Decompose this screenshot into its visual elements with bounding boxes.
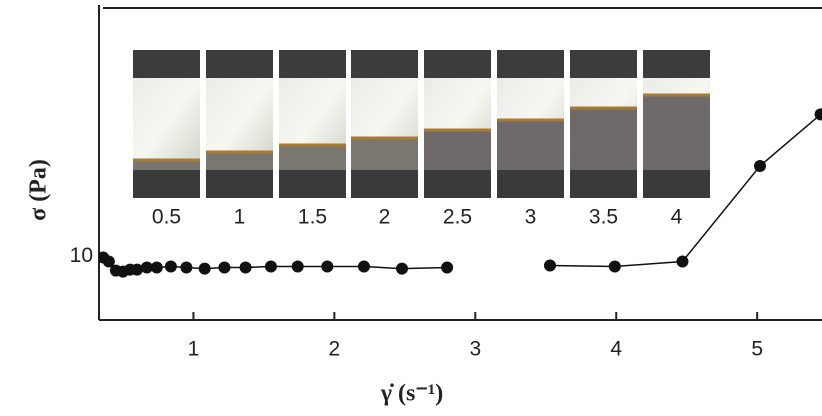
inset-top <box>424 50 491 78</box>
marker <box>676 255 689 268</box>
marker <box>131 263 144 276</box>
x-axis-label: γ̇ (s⁻¹) <box>380 381 443 407</box>
marker <box>396 262 409 275</box>
inset-label: 1.5 <box>298 206 327 229</box>
marker <box>291 260 304 273</box>
inset-bottom <box>133 170 200 198</box>
marker <box>164 260 177 273</box>
inset-layer <box>497 120 564 172</box>
inset-bottom <box>497 170 564 198</box>
marker <box>753 159 766 172</box>
marker <box>180 261 193 274</box>
inset-top <box>570 50 637 78</box>
inset-top <box>133 50 200 78</box>
inset-bottom <box>643 170 710 198</box>
inset-label: 0.5 <box>152 206 181 229</box>
inset-top <box>351 50 418 78</box>
inset-bottom <box>351 170 418 198</box>
inset-layer <box>206 152 273 172</box>
marker <box>321 260 334 273</box>
marker <box>543 259 556 272</box>
inset-layer <box>570 108 637 172</box>
marker <box>140 261 153 274</box>
marker <box>357 260 370 273</box>
inset-label: 2.5 <box>443 206 472 229</box>
x-tick-label: 3 <box>469 338 481 361</box>
x-tick-label: 4 <box>610 338 622 361</box>
inset-layer <box>133 160 200 172</box>
inset-bottom <box>206 170 273 198</box>
x-tick-label: 1 <box>188 338 200 361</box>
series <box>99 108 822 278</box>
y-axis-label: σ (Pa) <box>26 159 52 221</box>
inset-label: 3.5 <box>589 206 618 229</box>
marker <box>218 261 231 274</box>
x-tick-label: 5 <box>751 338 763 361</box>
marker <box>198 262 211 275</box>
marker <box>102 255 115 268</box>
inset-layer <box>643 95 710 172</box>
marker <box>264 260 277 273</box>
inset-layer <box>279 145 346 172</box>
inset-top <box>279 50 346 78</box>
inset-label: 2 <box>379 206 391 229</box>
y-tick-label: 10 <box>70 244 93 267</box>
inset-top <box>497 50 564 78</box>
marker <box>239 261 252 274</box>
inset-layer <box>424 130 491 172</box>
marker <box>608 260 621 273</box>
marker <box>814 108 822 121</box>
insets: 0.5 1 1.5 2 2.5 3 3.5 4 <box>133 50 710 229</box>
inset-label: 4 <box>671 206 683 229</box>
inset-bottom <box>424 170 491 198</box>
x-tick-label: 2 <box>329 338 341 361</box>
marker <box>441 261 454 274</box>
inset-bottom <box>570 170 637 198</box>
inset-top <box>206 50 273 78</box>
marker <box>150 261 163 274</box>
inset-layer <box>351 138 418 172</box>
inset-top <box>643 50 710 78</box>
inset-label: 3 <box>525 206 537 229</box>
inset-label: 1 <box>234 206 246 229</box>
inset-bottom <box>279 170 346 198</box>
inset-sample <box>133 78 200 168</box>
